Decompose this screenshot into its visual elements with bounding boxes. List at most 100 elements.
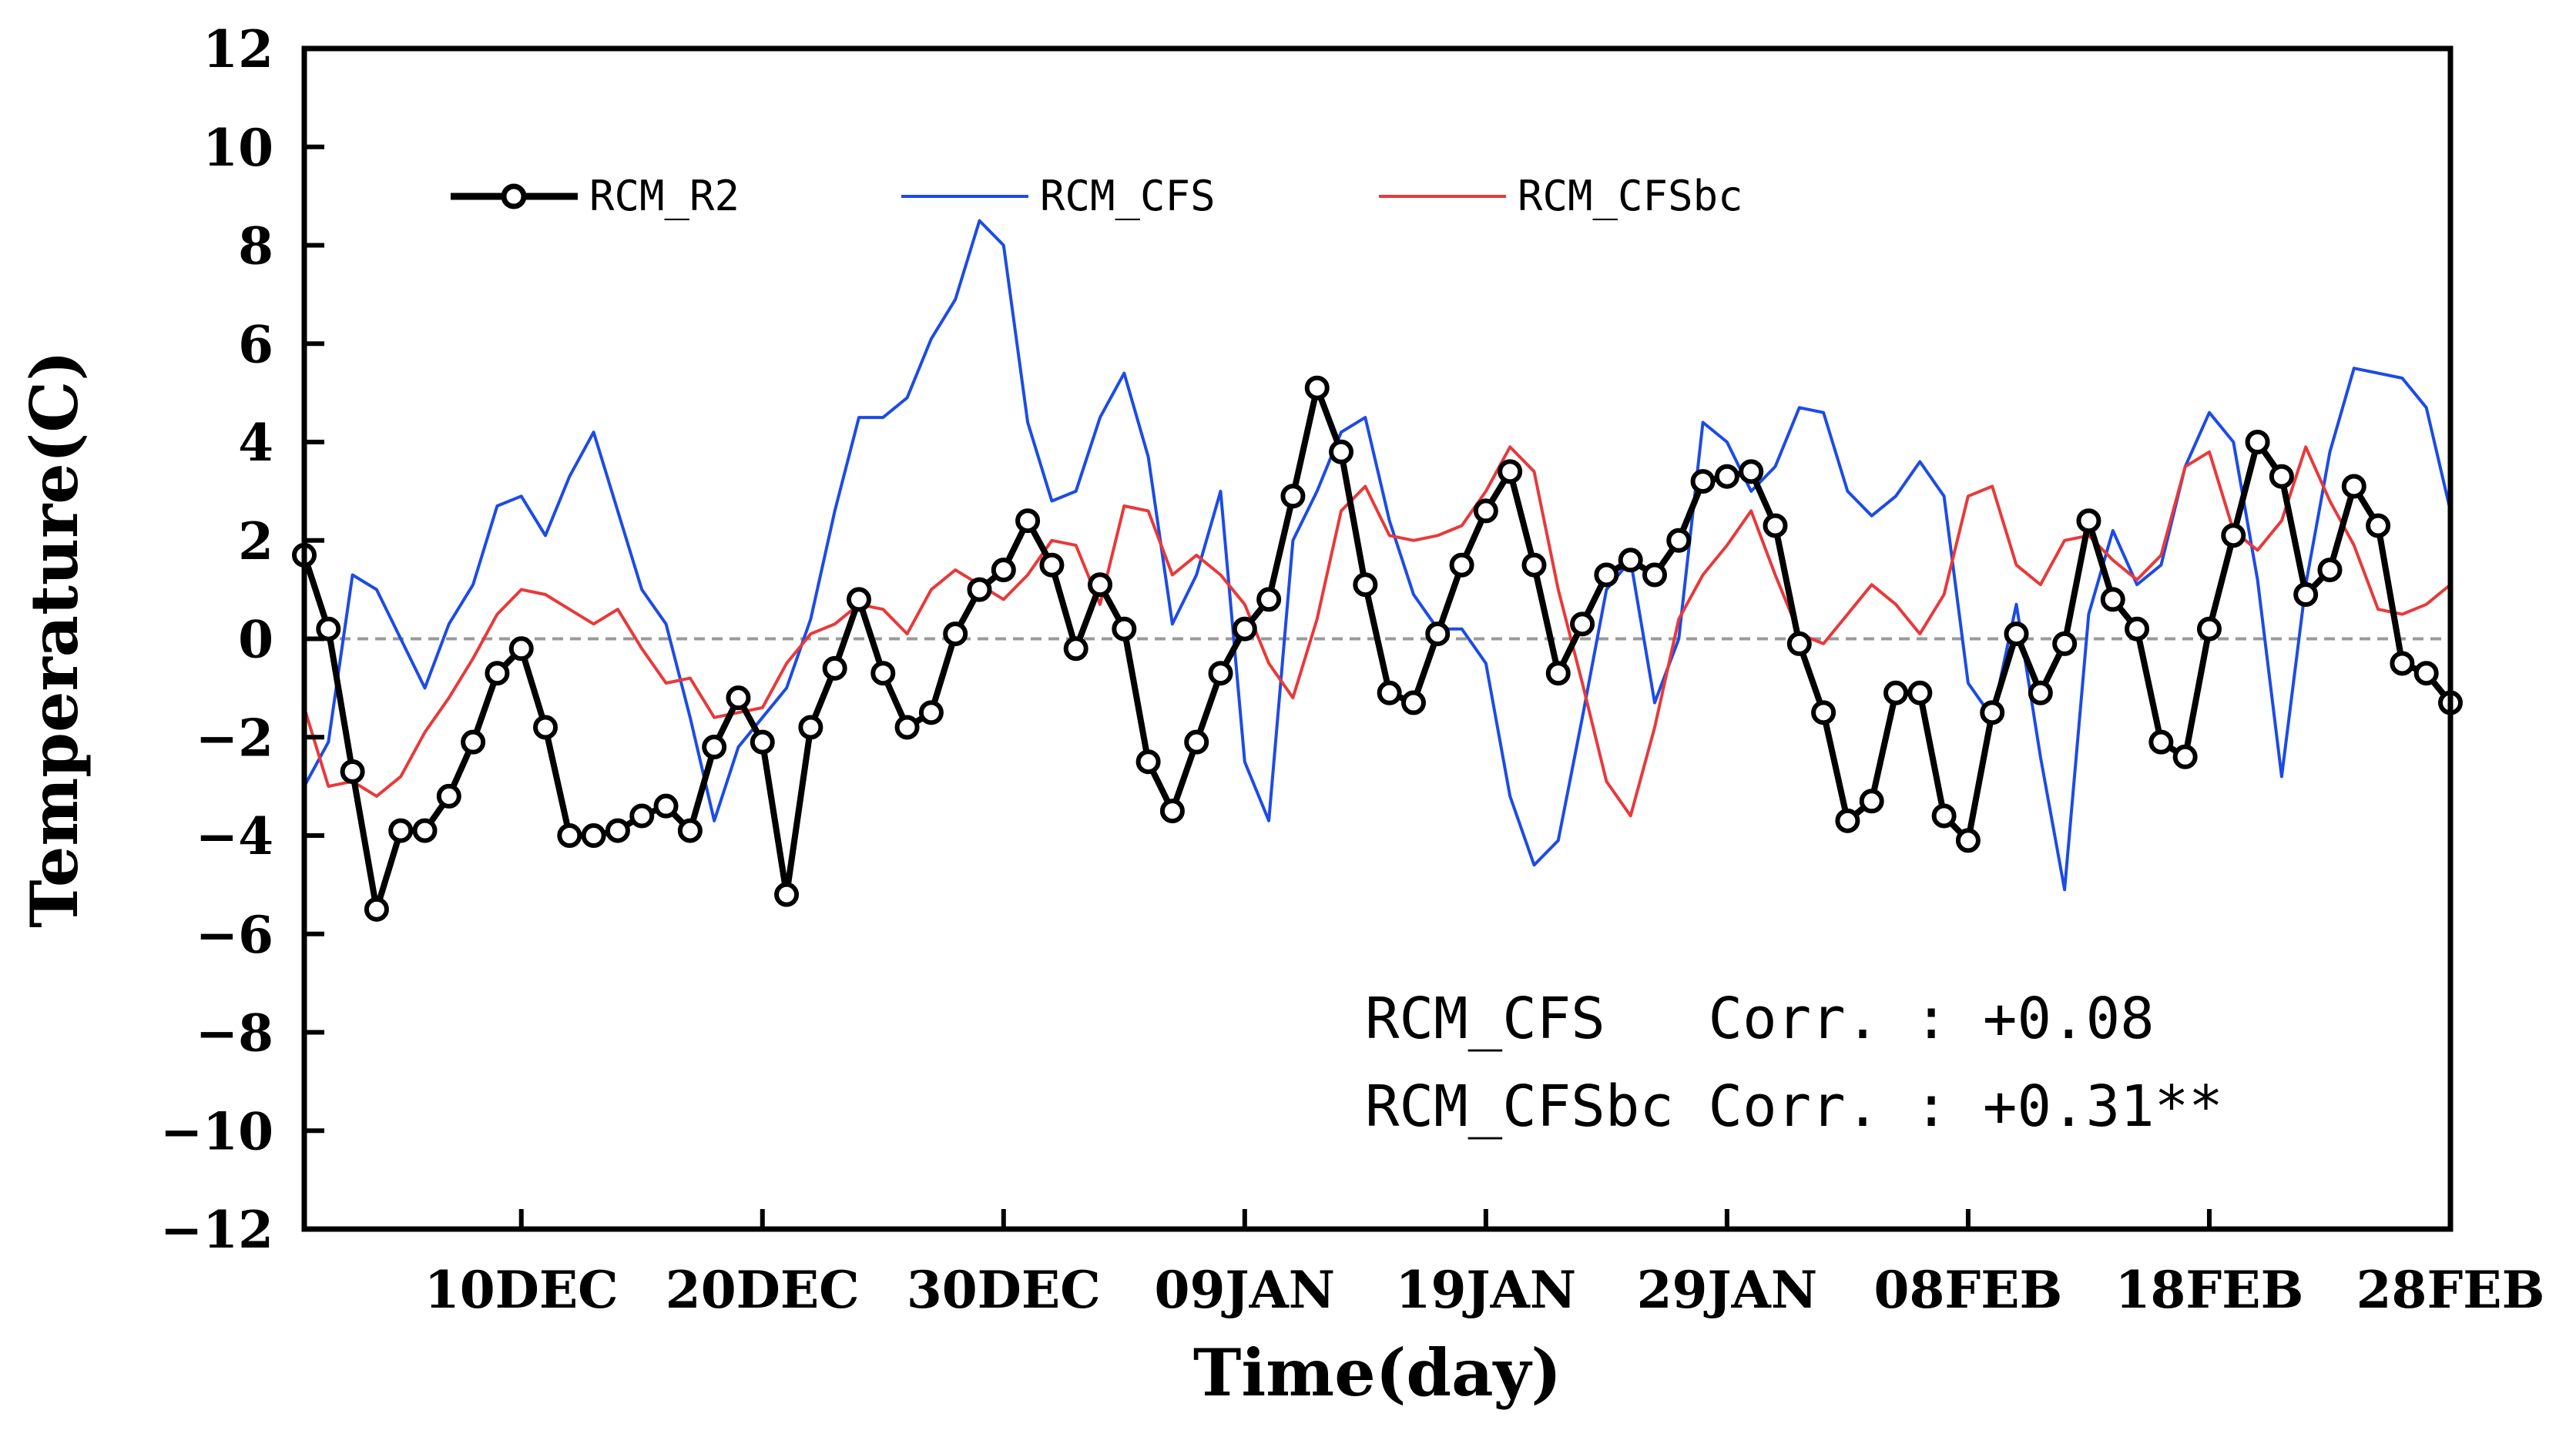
data-point-rcm-r2 bbox=[2172, 744, 2198, 769]
data-point-rcm-r2 bbox=[1811, 700, 1836, 725]
data-point-rcm-r2 bbox=[2004, 621, 2029, 647]
x-tick-label: 30DEC bbox=[907, 1260, 1101, 1320]
data-point-rcm-r2 bbox=[1570, 611, 1595, 637]
legend-label-rcm-cfs: RCM_CFS bbox=[1040, 172, 1216, 220]
data-point-rcm-r2 bbox=[750, 729, 775, 755]
y-tick-label: 2 bbox=[238, 511, 273, 571]
data-point-rcm-r2 bbox=[388, 818, 414, 843]
data-point-rcm-r2 bbox=[2293, 582, 2319, 608]
data-point-rcm-r2 bbox=[1039, 552, 1065, 578]
data-point-rcm-r2 bbox=[461, 729, 486, 755]
data-point-rcm-r2 bbox=[605, 818, 630, 843]
data-point-rcm-r2 bbox=[1473, 498, 1498, 524]
x-tick-label: 18FEB bbox=[2115, 1260, 2304, 1320]
data-point-rcm-r2 bbox=[1835, 808, 1860, 833]
data-point-rcm-r2 bbox=[894, 715, 920, 740]
data-point-rcm-r2 bbox=[702, 735, 727, 760]
data-point-rcm-r2 bbox=[2100, 587, 2125, 612]
data-point-rcm-r2 bbox=[412, 818, 438, 843]
data-point-rcm-r2 bbox=[1907, 680, 1933, 705]
x-tick-label: 29JAN bbox=[1637, 1260, 1818, 1320]
data-point-rcm-r2 bbox=[991, 558, 1016, 583]
y-tick-label: 6 bbox=[238, 314, 273, 374]
data-point-rcm-r2 bbox=[1642, 562, 1667, 588]
data-point-rcm-r2 bbox=[653, 793, 679, 819]
data-point-rcm-r2 bbox=[436, 783, 461, 809]
data-point-rcm-r2 bbox=[1112, 616, 1137, 641]
data-point-rcm-r2 bbox=[774, 882, 800, 907]
y-tick-label: −10 bbox=[160, 1101, 273, 1161]
data-point-rcm-r2 bbox=[629, 803, 655, 829]
data-point-rcm-r2 bbox=[1159, 799, 1185, 824]
data-point-rcm-r2 bbox=[364, 896, 389, 922]
data-point-rcm-r2 bbox=[1280, 484, 1306, 509]
data-point-rcm-r2 bbox=[2125, 616, 2150, 641]
data-point-rcm-r2 bbox=[1763, 513, 1788, 538]
x-tick-label: 20DEC bbox=[666, 1260, 860, 1320]
data-point-rcm-r2 bbox=[677, 818, 703, 843]
x-tick-label: 28FEB bbox=[2356, 1260, 2545, 1320]
data-point-rcm-r2 bbox=[581, 823, 606, 848]
data-point-rcm-r2 bbox=[1400, 690, 1426, 715]
data-point-rcm-r2 bbox=[2390, 651, 2415, 676]
y-tick-label: 0 bbox=[238, 610, 273, 670]
legend-label-rcm-cfsbc: RCM_CFSbc bbox=[1518, 172, 1743, 220]
data-point-rcm-r2 bbox=[316, 616, 341, 641]
data-point-rcm-r2 bbox=[1425, 621, 1451, 647]
y-tick-label: −4 bbox=[196, 806, 273, 866]
data-point-rcm-r2 bbox=[1521, 552, 1547, 578]
correlation-annotation-cfs: RCM_CFS Corr. : +0.08 bbox=[1365, 986, 2155, 1052]
series-line-rcm-cfs bbox=[303, 219, 2452, 892]
data-point-rcm-r2 bbox=[1232, 616, 1257, 641]
y-tick-label: −8 bbox=[196, 1003, 273, 1064]
data-point-rcm-r2 bbox=[870, 661, 896, 686]
x-axis-title: Time(day) bbox=[1193, 1335, 1561, 1411]
data-point-rcm-r2 bbox=[2028, 680, 2053, 705]
data-point-rcm-r2 bbox=[2413, 661, 2439, 686]
data-point-rcm-r2 bbox=[1666, 528, 1692, 553]
data-point-rcm-r2 bbox=[2245, 430, 2270, 454]
data-point-rcm-r2 bbox=[1135, 749, 1161, 775]
data-point-rcm-r2 bbox=[508, 636, 534, 662]
data-point-rcm-r2 bbox=[1980, 700, 2005, 725]
ticks-layer: −12 −10 −8 −6 −4 −2 0 2 4 6 8 10 12 10DEC 20DEC 30DEC 09… bbox=[160, 19, 2545, 1320]
data-point-rcm-r2 bbox=[1208, 661, 1233, 686]
data-point-rcm-r2 bbox=[967, 577, 992, 602]
data-point-rcm-r2 bbox=[1883, 680, 1909, 705]
x-tick-label: 08FEB bbox=[1874, 1260, 2063, 1320]
x-tick-label: 09JAN bbox=[1155, 1260, 1336, 1320]
data-point-rcm-r2 bbox=[1594, 562, 1619, 588]
legend-label-rcm-r2: RCM_R2 bbox=[589, 172, 740, 220]
x-tick-label: 10DEC bbox=[424, 1260, 619, 1320]
data-point-rcm-r2 bbox=[2269, 464, 2294, 489]
data-point-rcm-r2 bbox=[1690, 469, 1716, 494]
data-point-rcm-r2 bbox=[943, 621, 968, 647]
data-point-rcm-r2 bbox=[2148, 729, 2174, 755]
data-point-rcm-r2 bbox=[1955, 828, 1981, 853]
data-point-rcm-r2 bbox=[1329, 439, 1354, 464]
data-point-rcm-r2 bbox=[1088, 572, 1113, 598]
data-point-rcm-r2 bbox=[2341, 474, 2366, 499]
y-tick-label: 4 bbox=[238, 413, 273, 473]
y-axis-title: Temperature(C) bbox=[16, 350, 92, 928]
data-point-rcm-r2 bbox=[1015, 508, 1041, 534]
data-point-rcm-r2 bbox=[1353, 572, 1378, 598]
data-point-rcm-r2 bbox=[1714, 464, 1739, 489]
data-point-rcm-r2 bbox=[340, 759, 365, 784]
data-point-rcm-r2 bbox=[1063, 636, 1088, 662]
data-point-rcm-r2 bbox=[1377, 680, 1402, 705]
data-point-rcm-r2 bbox=[1545, 661, 1571, 686]
x-tick-label: 19JAN bbox=[1396, 1260, 1577, 1320]
data-point-rcm-r2 bbox=[533, 715, 558, 740]
data-point-rcm-r2 bbox=[846, 587, 871, 612]
data-point-rcm-r2 bbox=[1184, 729, 1209, 755]
data-point-rcm-r2 bbox=[1786, 631, 1812, 656]
data-point-rcm-r2 bbox=[2366, 513, 2391, 538]
data-point-rcm-r2 bbox=[2196, 616, 2222, 641]
y-tick-label: −6 bbox=[196, 905, 273, 965]
correlation-annotation-cfsbc: RCM_CFSbc Corr. : +0.31** bbox=[1365, 1074, 2223, 1140]
data-point-rcm-r2 bbox=[2221, 523, 2246, 548]
y-tick-label: 12 bbox=[203, 19, 273, 79]
data-point-rcm-r2 bbox=[918, 700, 944, 725]
data-point-rcm-r2 bbox=[2076, 508, 2101, 534]
